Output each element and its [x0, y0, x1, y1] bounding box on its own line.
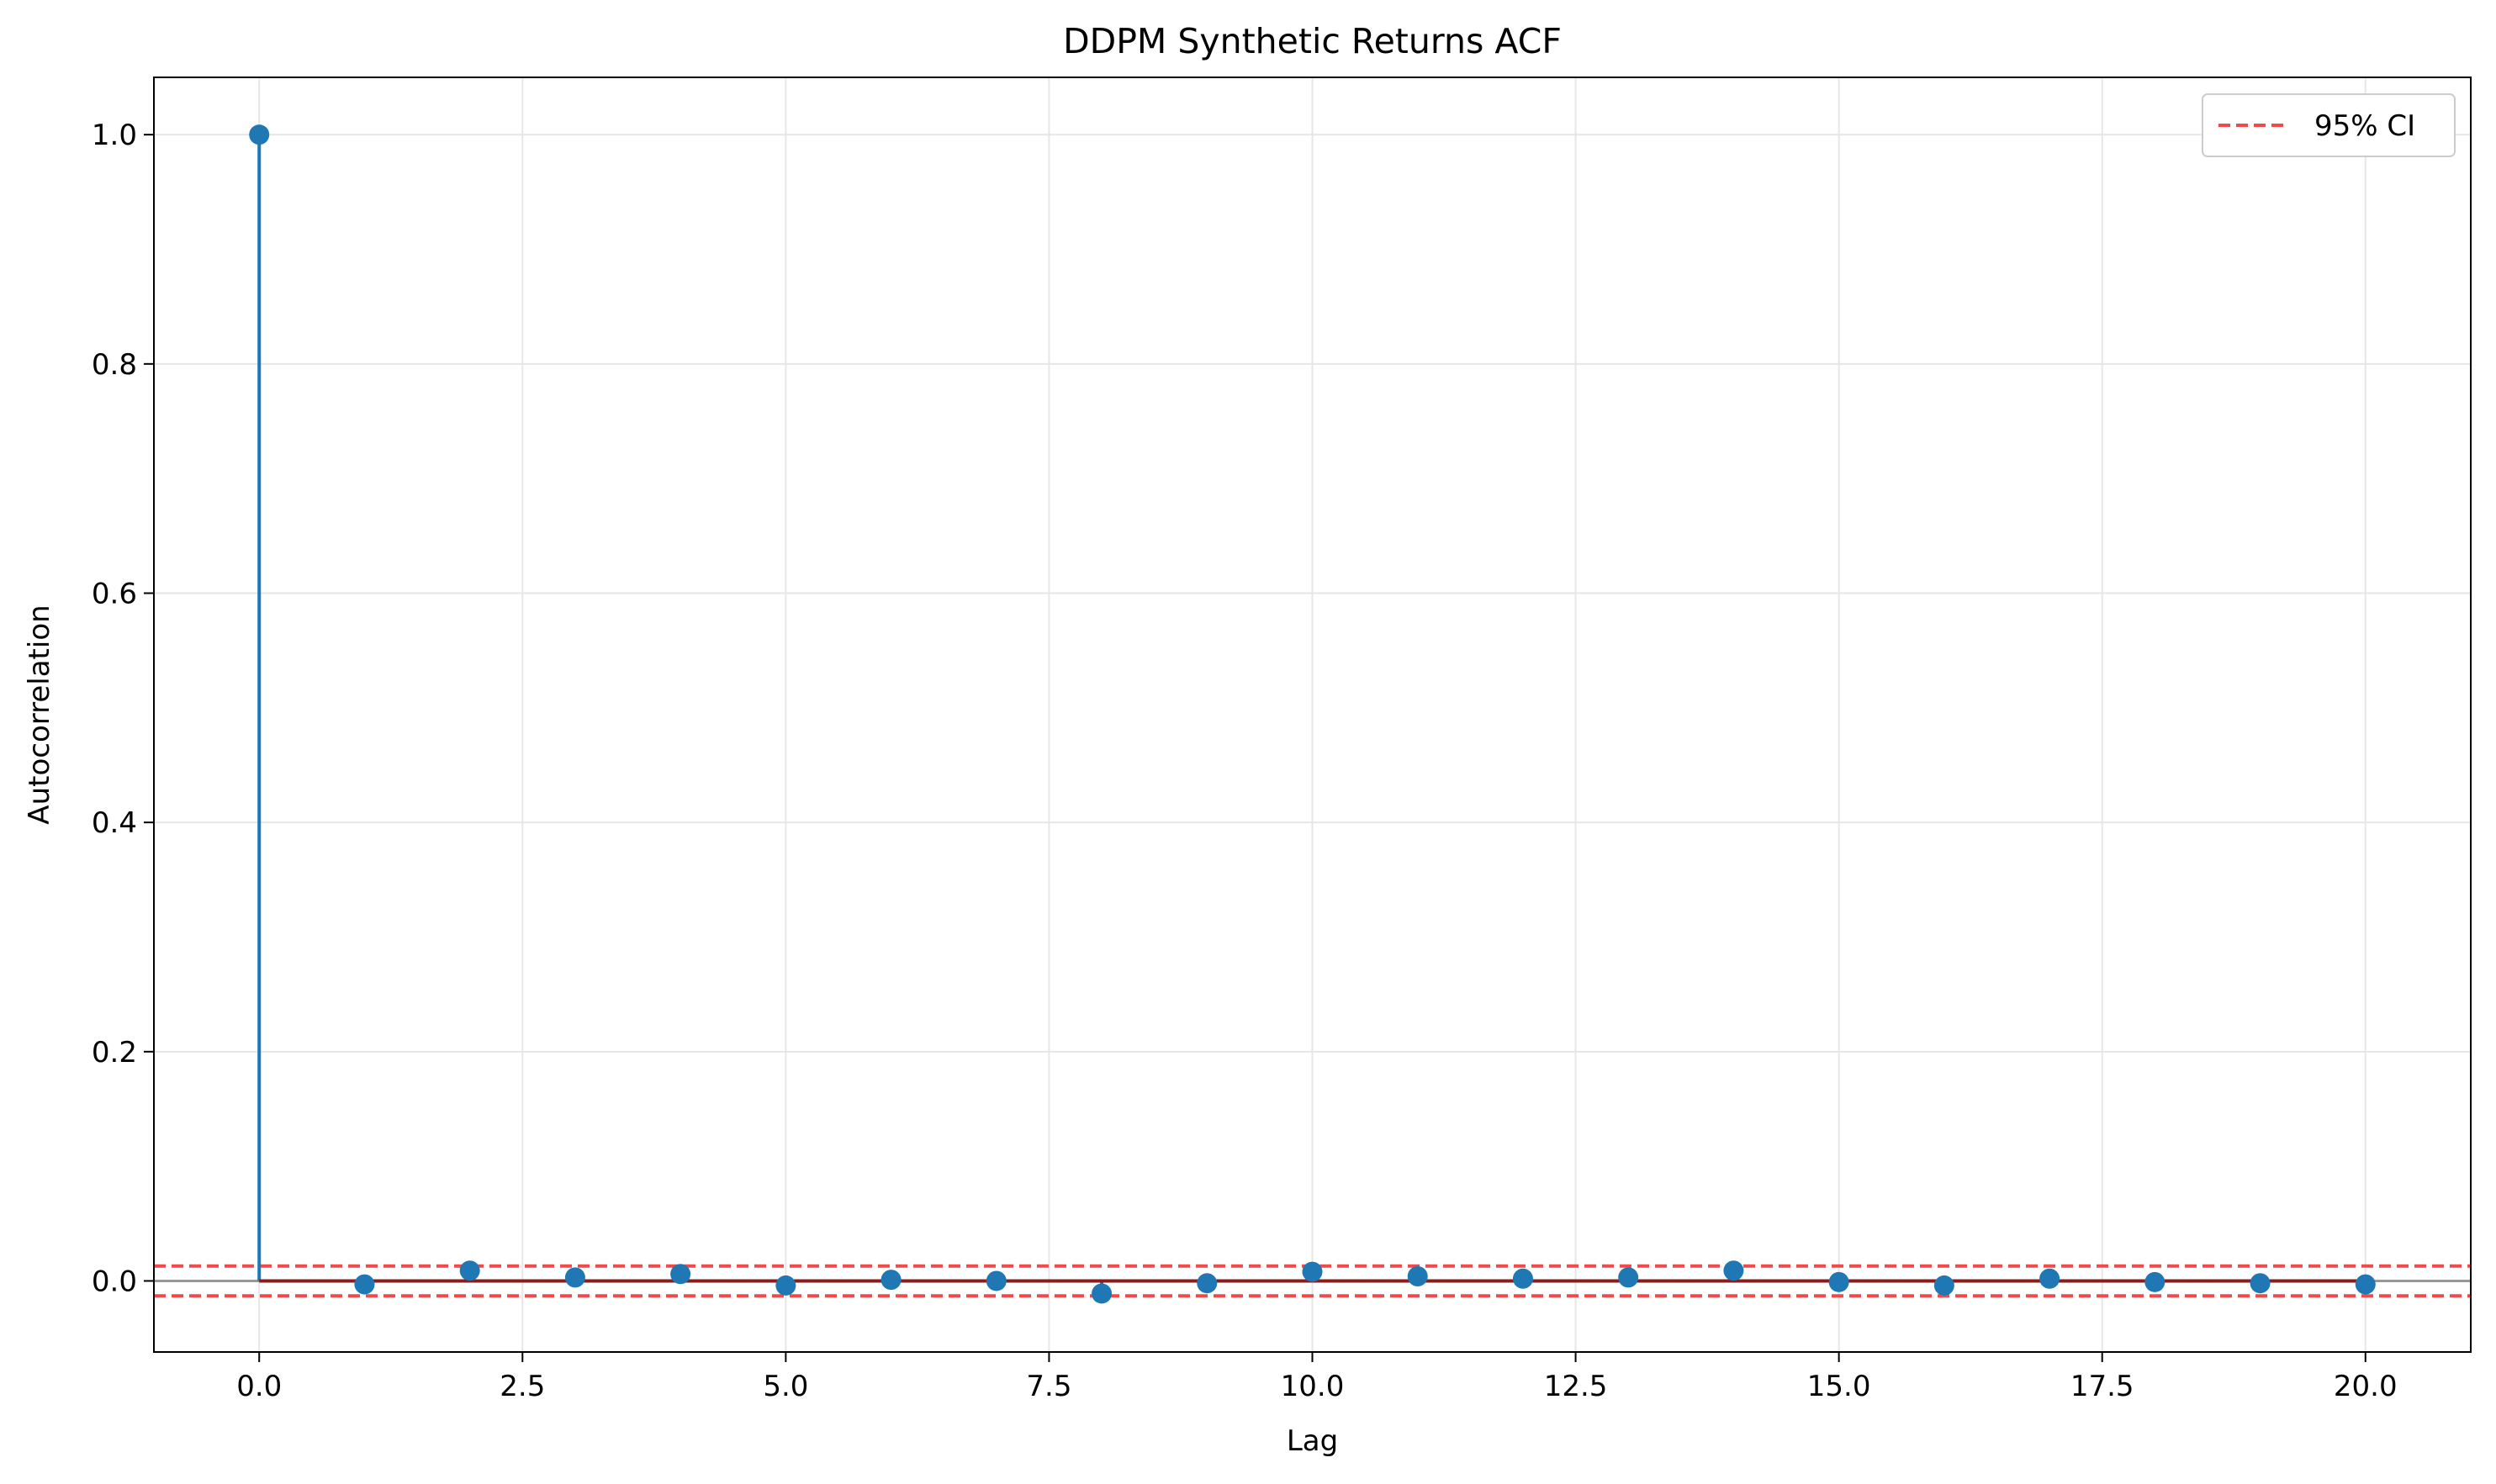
x-tick-label: 15.0	[1807, 1370, 1871, 1403]
stem-marker	[2144, 1271, 2165, 1292]
stem-marker	[1302, 1261, 1323, 1282]
stem-marker	[880, 1270, 902, 1291]
grid-lines	[154, 77, 2471, 1352]
x-tick-label: 5.0	[763, 1370, 808, 1403]
x-axis-label: Lag	[1287, 1424, 1338, 1458]
legend: 95% CI	[2202, 93, 2456, 157]
x-tick-label: 17.5	[2070, 1370, 2134, 1403]
stem-marker	[459, 1260, 480, 1281]
chart-title: DDPM Synthetic Returns ACF	[1063, 21, 1562, 61]
x-axis-ticks: 0.0 2.5 5.0 7.5 10.0 12.5 15.0 17.5 20.0	[236, 1352, 2398, 1403]
legend-ci-label: 95% CI	[2314, 109, 2415, 143]
stem-marker	[2250, 1273, 2271, 1294]
stem-marker	[1723, 1260, 1744, 1281]
y-axis-ticks: 0.0 0.2 0.4 0.6 0.8 1.0	[92, 119, 154, 1298]
stem-marker	[1407, 1266, 1428, 1287]
legend-box	[2202, 93, 2456, 157]
stem-marker	[1512, 1268, 1533, 1289]
x-tick-label: 12.5	[1544, 1370, 1608, 1403]
stem-marker	[354, 1274, 375, 1295]
stem-marker	[1092, 1283, 1113, 1304]
stem-marker	[1618, 1267, 1639, 1288]
stem-marker	[249, 124, 270, 145]
stem-marker	[1933, 1275, 1954, 1296]
y-tick-label: 0.8	[92, 348, 137, 382]
stem-marker	[670, 1264, 691, 1285]
y-tick-label: 0.6	[92, 577, 137, 610]
y-tick-label: 0.0	[92, 1265, 137, 1298]
y-tick-label: 0.4	[92, 806, 137, 840]
stem-marker	[2039, 1268, 2060, 1289]
y-tick-label: 1.0	[92, 119, 137, 152]
y-tick-label: 0.2	[92, 1036, 137, 1069]
markers	[249, 124, 2376, 1304]
stem-marker	[775, 1275, 796, 1296]
stem-marker	[2355, 1274, 2376, 1295]
x-tick-label: 2.5	[500, 1370, 545, 1403]
stem-marker	[564, 1267, 585, 1288]
stem-marker	[1197, 1273, 1218, 1294]
stem-marker	[1828, 1271, 1849, 1292]
x-tick-label: 10.0	[1281, 1370, 1345, 1403]
x-tick-label: 0.0	[236, 1370, 282, 1403]
x-tick-label: 20.0	[2334, 1370, 2398, 1403]
stem-marker	[986, 1270, 1007, 1291]
y-axis-label: Autocorrelation	[23, 605, 56, 824]
x-tick-label: 7.5	[1026, 1370, 1071, 1403]
